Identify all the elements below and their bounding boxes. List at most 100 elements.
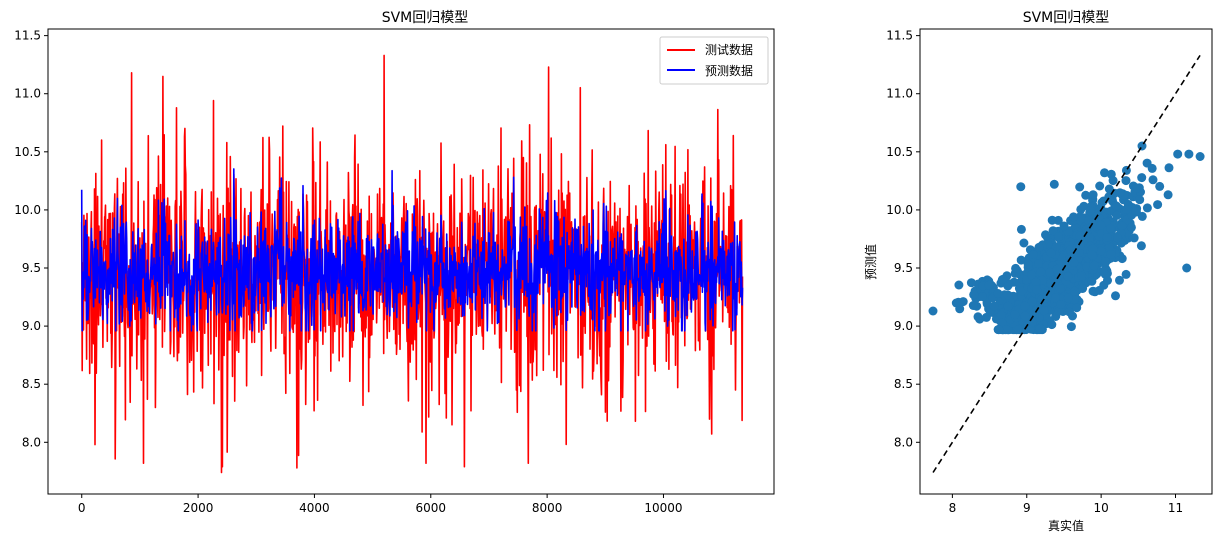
- scatter-point: [1047, 215, 1057, 225]
- scatter-point: [1121, 176, 1131, 186]
- x-tick-label: 0: [78, 501, 86, 515]
- scatter-point: [1034, 259, 1043, 269]
- legend-box: [659, 36, 769, 85]
- scatter-point: [1142, 203, 1152, 213]
- scatter-point: [1121, 204, 1131, 214]
- scatter-point: [1048, 226, 1058, 236]
- y-tick-label: 11.0: [886, 87, 913, 101]
- scatter-point: [1087, 276, 1097, 286]
- scatter-point: [1054, 232, 1063, 242]
- scatter-point: [1075, 241, 1085, 250]
- scatter-point: [1077, 271, 1087, 281]
- scatter-point: [993, 289, 1003, 298]
- right-y-axis-label: 预测值: [863, 244, 878, 280]
- scatter-point: [1096, 203, 1106, 213]
- scatter-point: [978, 292, 987, 302]
- scatter-point: [1087, 250, 1097, 260]
- x-tick-label: 8: [949, 501, 957, 515]
- scatter-point: [954, 280, 964, 290]
- y-tick-label: 8.0: [22, 435, 41, 449]
- x-tick-label: 8000: [532, 501, 563, 515]
- y-tick-label: 11.5: [14, 29, 41, 43]
- scatter-point: [1121, 269, 1131, 279]
- scatter-point: [1055, 284, 1065, 294]
- scatter-point: [1046, 248, 1056, 258]
- right-y-axis: 8.0 8.5 9.0 9.5 10.0 10.5 11.0 11.5: [886, 29, 920, 449]
- scatter-point: [1137, 141, 1147, 151]
- scatter-point: [1136, 241, 1146, 251]
- scatter-point: [1051, 242, 1061, 252]
- x-tick-label: 10000: [644, 501, 682, 515]
- scatter-point: [1051, 293, 1060, 303]
- scatter-point: [1089, 261, 1099, 271]
- reference-diagonal-line: [932, 54, 1201, 473]
- scatter-point: [996, 310, 1006, 320]
- scatter-point: [1011, 263, 1021, 273]
- x-tick-label: 10: [1093, 501, 1108, 515]
- y-tick-label: 9.5: [894, 261, 913, 275]
- scatter-point: [1137, 173, 1147, 183]
- legend-label-test: 测试数据: [705, 42, 753, 57]
- right-plot-frame: [919, 28, 1213, 495]
- scatter-point: [1115, 188, 1125, 198]
- left-plot-area: [80, 54, 744, 474]
- scatter-point: [1072, 303, 1082, 313]
- scatter-point: [928, 306, 938, 316]
- left-chart-title: SVM回归模型: [382, 9, 469, 26]
- scatter-point: [1182, 263, 1192, 273]
- scatter-point: [1102, 233, 1112, 242]
- scatter-point: [1049, 179, 1059, 189]
- scatter-point: [1108, 176, 1118, 186]
- scatter-point: [973, 312, 983, 322]
- scatter-point: [1065, 245, 1075, 255]
- scatter-point: [984, 280, 994, 290]
- y-tick-label: 8.0: [894, 435, 913, 449]
- scatter-point: [1039, 306, 1049, 316]
- scatter-point: [1075, 231, 1085, 241]
- y-tick-label: 11.0: [14, 87, 41, 101]
- scatter-point: [1184, 149, 1194, 159]
- scatter-point: [1003, 290, 1013, 300]
- scatter-point: [1155, 181, 1165, 191]
- x-tick-label: 2000: [183, 501, 214, 515]
- scatter-point: [1078, 284, 1088, 293]
- scatter-point: [1027, 270, 1037, 280]
- scatter-point: [1063, 293, 1073, 303]
- scatter-point: [1111, 201, 1121, 211]
- scatter-point: [1016, 255, 1026, 265]
- scatter-point: [981, 312, 991, 322]
- scatter-point: [1034, 242, 1044, 252]
- scatter-point: [969, 290, 979, 300]
- scatter-point: [1126, 222, 1136, 232]
- scatter-point: [1085, 233, 1094, 242]
- scatter-point: [1101, 257, 1111, 267]
- scatter-point: [1028, 317, 1037, 327]
- scatter-point: [966, 278, 976, 288]
- scatter-point: [1099, 196, 1108, 206]
- scatter-point: [1096, 220, 1106, 230]
- scatter-point: [1153, 200, 1163, 210]
- scatter-point: [1106, 223, 1115, 233]
- scatter-point: [1085, 206, 1095, 216]
- series-line-pred: [80, 168, 744, 332]
- scatter-point: [1090, 287, 1100, 297]
- scatter-point: [1074, 248, 1084, 257]
- scatter-point: [1003, 301, 1013, 311]
- right-plot-area: [928, 54, 1205, 473]
- scatter-point: [1079, 201, 1089, 211]
- scatter-point: [1099, 266, 1109, 276]
- scatter-point: [1028, 250, 1038, 260]
- scatter-point: [1014, 325, 1023, 335]
- scatter-point: [1164, 163, 1174, 173]
- scatter-point: [1069, 258, 1079, 267]
- scatter-point: [1163, 190, 1173, 200]
- scatter-point: [1115, 275, 1124, 285]
- scatter-point: [1035, 324, 1045, 334]
- scatter-point: [1031, 277, 1041, 287]
- scatter-point: [968, 301, 978, 310]
- scatter-point: [1059, 221, 1069, 231]
- scatter-point: [1103, 276, 1112, 285]
- scatter-point: [1095, 181, 1105, 191]
- left-x-axis: 0 2000 4000 6000 8000 10000: [78, 494, 683, 515]
- y-tick-label: 11.5: [886, 29, 913, 43]
